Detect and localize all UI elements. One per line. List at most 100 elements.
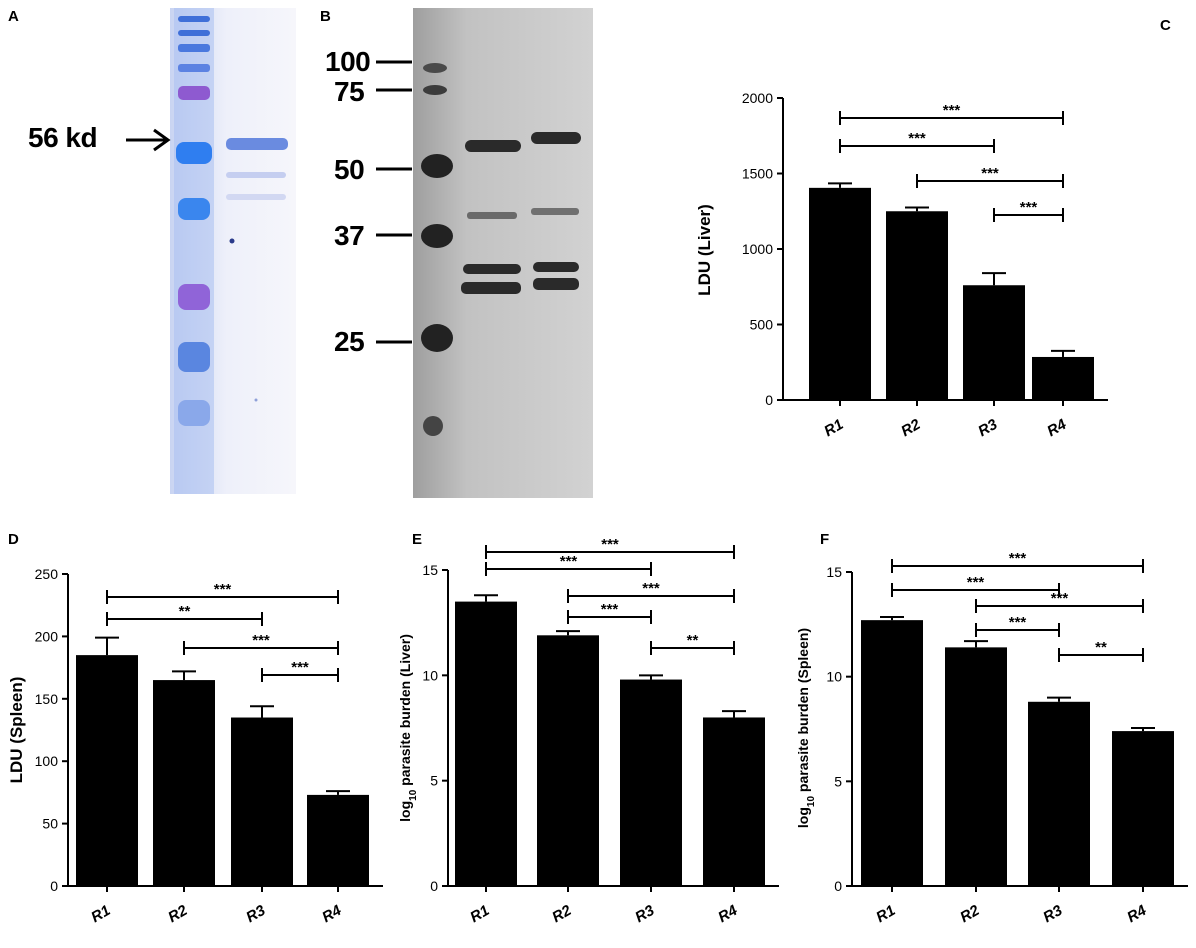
panel-b-letter: B — [320, 8, 331, 25]
y-tick-label: 15 — [826, 564, 842, 580]
y-axis-label-main: parasite burden (Liver) — [397, 634, 413, 790]
bar-r2 — [153, 680, 215, 886]
bar-r4 — [1032, 356, 1094, 400]
sig-label: *** — [967, 574, 985, 591]
sig-label: ** — [1095, 639, 1107, 656]
x-tick-label: R4 — [1044, 416, 1070, 441]
panel-letter: D — [8, 531, 19, 548]
x-tick-label: R2 — [165, 902, 191, 927]
bar-r1 — [809, 187, 871, 400]
x-tick-label: R4 — [1124, 902, 1150, 927]
sig-label: *** — [252, 632, 270, 649]
x-tick-label: R2 — [549, 902, 575, 927]
sig-label: *** — [601, 536, 619, 553]
y-axis-label: log10 parasite burden (Liver) — [397, 634, 419, 822]
y-tick-label: 1000 — [742, 241, 773, 257]
y-axis-label-main: parasite burden (Spleen) — [795, 628, 811, 796]
y-axis-label-prefix: log — [795, 807, 811, 828]
y-tick-label: 0 — [834, 878, 842, 894]
y-tick-label: 0 — [430, 878, 438, 894]
y-tick-label: 100 — [35, 753, 59, 769]
panel-letter: C — [1160, 17, 1171, 34]
bar-r3 — [620, 679, 682, 886]
bar-r1 — [76, 655, 138, 886]
y-tick-label: 500 — [750, 317, 774, 333]
sig-label: *** — [908, 130, 926, 147]
y-axis-label: LDU (Spleen) — [7, 677, 26, 784]
x-tick-label: R4 — [319, 902, 345, 927]
chart-panel-c: C 0 500 1000 1500 2000 R1 R2 R3 R4 *** *** *** *** LDU… — [695, 17, 1171, 440]
y-axis-label: LDU (Liver) — [695, 204, 714, 296]
bar-r3 — [231, 717, 293, 886]
x-tick-label: R2 — [898, 416, 924, 441]
bar-r1 — [861, 620, 923, 886]
y-tick-label: 0 — [50, 878, 58, 894]
marker-label-50: 50 — [334, 154, 365, 185]
panel-letter: E — [412, 531, 422, 548]
x-tick-label: R3 — [243, 902, 269, 927]
gel-b-image — [413, 8, 593, 498]
arrow-right-icon — [126, 128, 171, 152]
marker-label-100: 100 — [325, 46, 371, 77]
marker-label-25: 25 — [334, 326, 365, 357]
y-axis-label-sub: 10 — [408, 789, 419, 801]
sig-label: *** — [1009, 614, 1027, 631]
sig-label: *** — [1051, 590, 1069, 607]
x-tick-label: R3 — [975, 416, 1001, 441]
marker-label-75: 75 — [334, 76, 365, 107]
y-tick-label: 150 — [35, 691, 59, 707]
sig-label: *** — [291, 659, 309, 676]
y-axis-label-prefix: log — [397, 801, 413, 822]
sig-label: *** — [601, 601, 619, 618]
sig-label: *** — [214, 581, 232, 598]
y-tick-label: 10 — [422, 667, 438, 683]
panel-letter: F — [820, 531, 829, 548]
sig-label: *** — [642, 580, 660, 597]
x-tick-label: R1 — [467, 902, 492, 926]
panel-a-letter: A — [8, 8, 19, 25]
y-tick-label: 5 — [430, 773, 438, 789]
y-tick-label: 0 — [765, 392, 773, 408]
sig-label: ** — [179, 603, 191, 620]
y-tick-label: 5 — [834, 773, 842, 789]
x-tick-label: R1 — [821, 416, 846, 440]
y-axis-label-sub: 10 — [806, 796, 817, 808]
y-tick-label: 250 — [35, 566, 59, 582]
bar-r3 — [963, 285, 1025, 400]
bar-r4 — [1112, 731, 1174, 886]
bar-r4 — [307, 794, 369, 886]
y-tick-label: 200 — [35, 628, 59, 644]
x-tick-label: R3 — [1040, 902, 1066, 927]
y-tick-label: 2000 — [742, 90, 773, 106]
sig-label: *** — [981, 165, 999, 182]
sig-label: ** — [687, 632, 699, 649]
sig-label: *** — [1020, 199, 1038, 216]
gel-a-image — [170, 8, 296, 494]
y-axis-label: log10 parasite burden (Spleen) — [795, 628, 817, 828]
y-tick-label: 50 — [42, 816, 58, 832]
bar-r4 — [703, 717, 765, 886]
bar-r2 — [886, 211, 948, 400]
sig-label: *** — [560, 553, 578, 570]
bar-r2 — [945, 647, 1007, 886]
sig-label: *** — [943, 102, 961, 119]
gel-a-marker-label: 56 kd — [28, 122, 98, 153]
marker-label-37: 37 — [334, 220, 365, 251]
y-tick-label: 10 — [826, 669, 842, 685]
x-tick-label: R4 — [715, 902, 741, 927]
x-tick-label: R1 — [873, 902, 898, 926]
bar-r1 — [455, 601, 517, 886]
x-tick-label: R2 — [957, 902, 983, 927]
x-tick-label: R3 — [632, 902, 658, 927]
y-tick-label: 15 — [422, 562, 438, 578]
gel-b-markers — [376, 60, 412, 344]
bar-r2 — [537, 635, 599, 886]
x-tick-label: R1 — [88, 902, 113, 926]
bar-r3 — [1028, 701, 1090, 886]
y-tick-label: 1500 — [742, 166, 773, 182]
sig-label: *** — [1009, 550, 1027, 567]
